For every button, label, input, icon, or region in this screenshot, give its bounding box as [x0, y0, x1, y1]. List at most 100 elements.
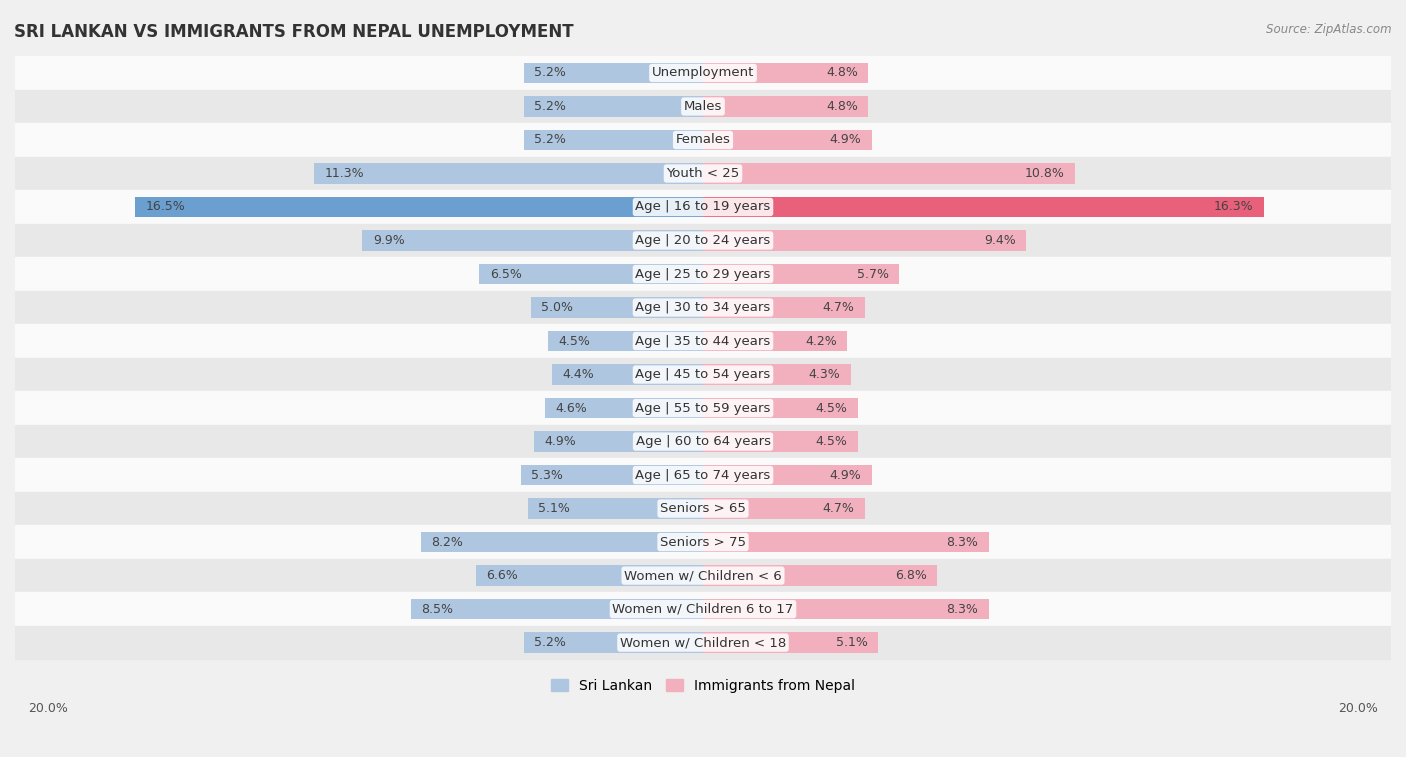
Bar	[411, 599, 703, 619]
Text: 4.7%: 4.7%	[823, 301, 855, 314]
Text: Age | 25 to 29 years: Age | 25 to 29 years	[636, 267, 770, 281]
Bar	[703, 96, 868, 117]
Text: Youth < 25: Youth < 25	[666, 167, 740, 180]
Text: 20.0%: 20.0%	[28, 702, 67, 715]
Text: 16.3%: 16.3%	[1213, 201, 1253, 213]
Text: 4.7%: 4.7%	[823, 502, 855, 515]
Text: 4.5%: 4.5%	[815, 401, 848, 415]
Text: 5.7%: 5.7%	[856, 267, 889, 281]
Text: Women w/ Children 6 to 17: Women w/ Children 6 to 17	[613, 603, 793, 615]
Bar	[548, 331, 703, 351]
Text: 8.2%: 8.2%	[432, 536, 463, 549]
Bar	[15, 56, 1391, 90]
Bar	[703, 498, 865, 519]
Text: 8.5%: 8.5%	[420, 603, 453, 615]
Text: 4.5%: 4.5%	[815, 435, 848, 448]
Bar	[703, 129, 872, 151]
Text: 16.5%: 16.5%	[146, 201, 186, 213]
Bar	[15, 257, 1391, 291]
Text: 5.2%: 5.2%	[534, 100, 567, 113]
Text: Age | 55 to 59 years: Age | 55 to 59 years	[636, 401, 770, 415]
Text: 8.3%: 8.3%	[946, 603, 979, 615]
Bar	[534, 431, 703, 452]
Text: 5.2%: 5.2%	[534, 133, 567, 146]
Text: 5.1%: 5.1%	[837, 636, 868, 649]
Text: Women w/ Children < 6: Women w/ Children < 6	[624, 569, 782, 582]
Text: Males: Males	[683, 100, 723, 113]
Bar	[15, 525, 1391, 559]
Text: 5.2%: 5.2%	[534, 67, 567, 79]
Bar	[477, 565, 703, 586]
Bar	[703, 263, 898, 285]
Bar	[551, 364, 703, 385]
Text: Age | 16 to 19 years: Age | 16 to 19 years	[636, 201, 770, 213]
Text: Age | 65 to 74 years: Age | 65 to 74 years	[636, 469, 770, 481]
Text: Seniors > 65: Seniors > 65	[659, 502, 747, 515]
Bar	[15, 559, 1391, 592]
Bar	[524, 632, 703, 653]
Text: 4.8%: 4.8%	[825, 67, 858, 79]
Bar	[703, 565, 936, 586]
Bar	[15, 157, 1391, 190]
Text: 4.3%: 4.3%	[808, 368, 841, 381]
Bar	[524, 63, 703, 83]
Bar	[15, 123, 1391, 157]
Bar	[703, 632, 879, 653]
Bar	[135, 197, 703, 217]
Bar	[544, 397, 703, 419]
Text: 20.0%: 20.0%	[1339, 702, 1378, 715]
Text: 4.6%: 4.6%	[555, 401, 586, 415]
Bar	[315, 163, 703, 184]
Text: 5.1%: 5.1%	[538, 502, 569, 515]
Bar	[703, 63, 868, 83]
Text: 5.2%: 5.2%	[534, 636, 567, 649]
Bar	[420, 531, 703, 553]
Bar	[15, 358, 1391, 391]
Bar	[524, 129, 703, 151]
Bar	[703, 197, 1264, 217]
Text: Age | 35 to 44 years: Age | 35 to 44 years	[636, 335, 770, 347]
Bar	[15, 324, 1391, 358]
Bar	[703, 397, 858, 419]
Bar	[531, 298, 703, 318]
Bar	[703, 298, 865, 318]
Text: 4.8%: 4.8%	[825, 100, 858, 113]
Bar	[703, 531, 988, 553]
Text: 8.3%: 8.3%	[946, 536, 979, 549]
Text: 10.8%: 10.8%	[1025, 167, 1064, 180]
Text: 4.5%: 4.5%	[558, 335, 591, 347]
Bar	[15, 492, 1391, 525]
Text: Women w/ Children < 18: Women w/ Children < 18	[620, 636, 786, 649]
Bar	[15, 425, 1391, 458]
Bar	[15, 458, 1391, 492]
Bar	[703, 465, 872, 485]
Text: Unemployment: Unemployment	[652, 67, 754, 79]
Text: 5.0%: 5.0%	[541, 301, 574, 314]
Text: 4.2%: 4.2%	[806, 335, 837, 347]
Bar	[703, 364, 851, 385]
Bar	[703, 230, 1026, 251]
Text: 9.4%: 9.4%	[984, 234, 1017, 247]
Text: Females: Females	[675, 133, 731, 146]
Bar	[703, 599, 988, 619]
Bar	[15, 391, 1391, 425]
Text: 4.9%: 4.9%	[544, 435, 576, 448]
Text: 9.9%: 9.9%	[373, 234, 405, 247]
Text: 5.3%: 5.3%	[531, 469, 562, 481]
Bar	[703, 431, 858, 452]
Text: 11.3%: 11.3%	[325, 167, 364, 180]
Text: SRI LANKAN VS IMMIGRANTS FROM NEPAL UNEMPLOYMENT: SRI LANKAN VS IMMIGRANTS FROM NEPAL UNEM…	[14, 23, 574, 41]
Text: Age | 20 to 24 years: Age | 20 to 24 years	[636, 234, 770, 247]
Bar	[15, 224, 1391, 257]
Bar	[15, 190, 1391, 224]
Text: 4.9%: 4.9%	[830, 133, 862, 146]
Bar	[15, 592, 1391, 626]
Text: 6.5%: 6.5%	[489, 267, 522, 281]
Bar	[703, 163, 1074, 184]
Text: Seniors > 75: Seniors > 75	[659, 536, 747, 549]
Text: 4.4%: 4.4%	[562, 368, 593, 381]
Text: Age | 60 to 64 years: Age | 60 to 64 years	[636, 435, 770, 448]
Bar	[15, 291, 1391, 324]
Text: 6.6%: 6.6%	[486, 569, 517, 582]
Text: 6.8%: 6.8%	[894, 569, 927, 582]
